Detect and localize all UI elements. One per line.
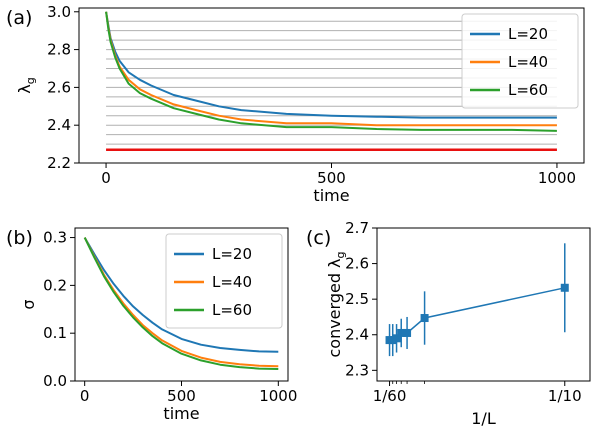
data-point (392, 334, 401, 343)
y-tick-label: 2.6 (47, 78, 71, 96)
x-tick-label: 1000 (259, 387, 297, 405)
plot-area (83, 237, 279, 370)
panel-label: (a) (6, 7, 32, 29)
x-tick-label: 0 (101, 169, 111, 187)
y-axis-label-main: σ (19, 299, 38, 309)
y-tick-label: 0.2 (43, 276, 67, 294)
legend-entry: L=20 (508, 25, 548, 43)
y-axis-label: λg (15, 77, 37, 93)
panel-label: (b) (6, 227, 33, 249)
y-tick-label: 2.5 (345, 290, 369, 308)
x-axis-label: time (163, 404, 199, 423)
data-point (420, 314, 429, 323)
y-tick-label: 2.4 (345, 326, 369, 344)
y-tick-label: 0.0 (43, 372, 67, 390)
legend-box (461, 13, 579, 109)
panel-a: 0 500 1000 2.2 2.4 2.6 2.8 3.0 time λg (a) L=20 L=40… (6, 3, 585, 205)
y-tick-label: 0.3 (43, 229, 67, 247)
y-axis-label-sub: g (334, 251, 347, 258)
legend-entry: L=60 (212, 301, 252, 319)
legend: L=20 L=40 L=60 (165, 233, 283, 329)
y-tick-label: 2.4 (47, 116, 71, 134)
y-tick-label: 2.8 (47, 41, 71, 59)
y-tick-label: 2.3 (345, 361, 369, 379)
y-axis-label: σ (19, 299, 38, 309)
x-tick-label: 500 (167, 387, 196, 405)
y-tick-label: 3.0 (47, 3, 71, 21)
data-point (397, 328, 406, 337)
legend-box (165, 233, 283, 329)
y-axis-label-sub: g (24, 77, 37, 84)
x-axis-label: time (313, 186, 349, 205)
y-tick-label: 0.1 (43, 324, 67, 342)
panel-c: 1/60 1/10 2.3 2.4 2.5 2.6 2.7 1/L converged λg(c… (306, 219, 591, 428)
legend-entry: L=60 (508, 81, 548, 99)
panel-b: 0 500 1000 0.0 0.1 0.2 0.3 time σ (b) L=20 L=40 L=60 (6, 227, 297, 423)
x-tick-label: 1000 (538, 169, 576, 187)
series-line (389, 287, 565, 341)
axes-frame (376, 227, 591, 382)
data-point (403, 328, 412, 337)
plot-area (385, 243, 569, 357)
x-axis-label: 1/L (471, 409, 496, 428)
series-line-L=20 (83, 237, 279, 353)
legend: L=20 L=40 L=60 (461, 13, 579, 109)
y-tick-label: 2.2 (47, 154, 71, 172)
legend-entry: L=40 (212, 273, 252, 291)
legend-entry: L=40 (508, 53, 548, 71)
y-tick-label: 2.7 (345, 219, 369, 237)
y-axis-label-main: converged λ (325, 258, 344, 357)
x-tick-label: 0 (80, 387, 90, 405)
legend-entry: L=20 (212, 245, 252, 263)
x-tick-label: 1/10 (548, 387, 582, 405)
panel-label: (c) (306, 227, 331, 249)
data-point (560, 283, 569, 292)
series-line-L=60 (83, 237, 279, 370)
series-line-L=20 (105, 11, 557, 119)
x-tick-label: 500 (317, 169, 346, 187)
y-axis-label-main: λ (15, 84, 34, 93)
x-tick-label: 1/60 (373, 387, 407, 405)
y-axis-label: converged λg (325, 251, 347, 357)
y-tick-label: 2.6 (345, 255, 369, 273)
series-line-L=60 (105, 11, 557, 132)
